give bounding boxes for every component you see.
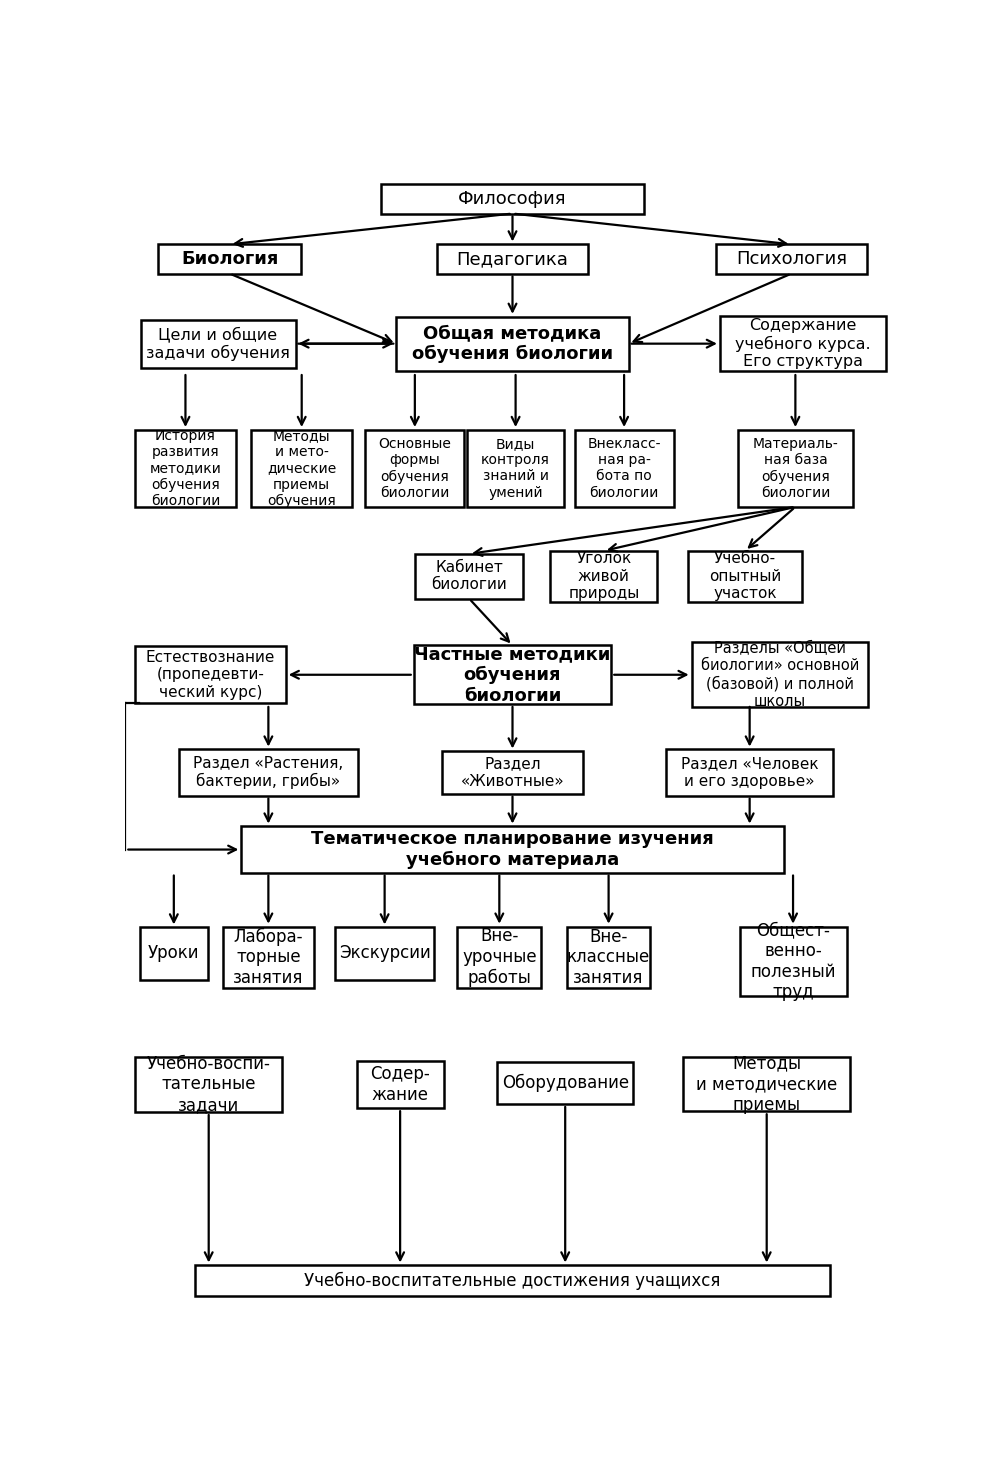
Bar (716, 245, 867, 274)
Bar (135, 429, 236, 507)
Text: Биология: Биология (181, 251, 278, 268)
Text: Уроки: Уроки (148, 945, 200, 963)
Bar (179, 750, 358, 795)
Bar (223, 926, 314, 989)
Bar (567, 926, 650, 989)
Text: Экскурсии: Экскурсии (339, 945, 430, 963)
Text: Учебно-воспитательные достижения учащихся: Учебно-воспитательные достижения учащихс… (304, 1272, 721, 1289)
Text: Цели и общие
задачи обучения: Цели и общие задачи обучения (146, 327, 290, 360)
Bar (415, 554, 523, 599)
Bar (467, 429, 564, 507)
Text: Педагогика: Педагогика (457, 251, 568, 268)
Text: Лабора-
торные
занятия: Лабора- торные занятия (233, 927, 304, 987)
Text: Содер-
жание: Содер- жание (370, 1065, 430, 1103)
Bar (497, 1062, 633, 1105)
Text: Оборудование: Оборудование (502, 1074, 629, 1091)
Bar (414, 646, 611, 705)
Text: Философия: Философия (458, 190, 567, 208)
Bar (437, 245, 588, 274)
Bar (135, 646, 286, 703)
Bar (365, 429, 464, 507)
Bar (692, 643, 868, 708)
Bar (738, 429, 853, 507)
Text: Внекласс-
ная ра-
бота по
биологии: Внекласс- ная ра- бота по биологии (587, 437, 661, 500)
Text: Естествознание
(пропедевти-
ческий курс): Естествознание (пропедевти- ческий курс) (146, 650, 275, 700)
Text: Учебно-
опытный
участок: Учебно- опытный участок (709, 551, 781, 601)
Bar (457, 926, 541, 989)
Bar (381, 185, 644, 214)
Text: История
развития
методики
обучения
биологии: История развития методики обучения биоло… (150, 429, 221, 508)
Bar (688, 551, 802, 602)
Text: Разделы «Общей
биологии» основной
(базовой) и полной
школы: Разделы «Общей биологии» основной (базов… (701, 640, 859, 709)
Text: Виды
контроля
знаний и
умений: Виды контроля знаний и умений (481, 437, 550, 500)
Bar (158, 245, 301, 274)
Text: Кабинет
биологии: Кабинет биологии (431, 560, 507, 592)
Bar (251, 429, 352, 507)
Bar (740, 926, 847, 996)
Text: Раздел «Человек
и его здоровье»: Раздел «Человек и его здоровье» (681, 756, 818, 788)
Bar (396, 316, 629, 371)
Text: Содержание
учебного курса.
Его структура: Содержание учебного курса. Его структура (735, 318, 871, 369)
Text: Тематическое планирование изучения
учебного материала: Тематическое планирование изучения учебн… (311, 831, 714, 869)
Bar (140, 927, 208, 980)
Bar (241, 826, 784, 873)
Bar (720, 316, 886, 372)
Text: Уголок
живой
природы: Уголок живой природы (568, 551, 640, 601)
Bar (550, 551, 657, 602)
Text: Раздел «Растения,
бактерии, грибы»: Раздел «Растения, бактерии, грибы» (193, 756, 344, 790)
Text: Методы
и методические
приемы: Методы и методические приемы (696, 1055, 837, 1115)
Text: Основные
формы
обучения
биологии: Основные формы обучения биологии (378, 437, 451, 500)
Bar (574, 429, 674, 507)
Text: Частные методики
обучения
биологии: Частные методики обучения биологии (414, 645, 611, 705)
Text: Раздел
«Животные»: Раздел «Животные» (461, 756, 564, 788)
Text: Материаль-
ная база
обучения
биологии: Материаль- ная база обучения биологии (753, 437, 838, 500)
Bar (683, 1058, 850, 1112)
Text: Учебно-воспи-
тательные
задачи: Учебно-воспи- тательные задачи (147, 1055, 271, 1115)
Text: Методы
и мето-
дические
приемы
обучения: Методы и мето- дические приемы обучения (267, 429, 336, 508)
Bar (666, 750, 833, 795)
Text: Вне-
урочные
работы: Вне- урочные работы (462, 927, 537, 987)
Text: Общест-
венно-
полезный
труд: Общест- венно- полезный труд (750, 921, 836, 1002)
Text: Вне-
классные
занятия: Вне- классные занятия (567, 927, 650, 987)
Bar (442, 752, 583, 794)
Bar (195, 1266, 830, 1297)
Bar (335, 927, 434, 980)
Bar (135, 1056, 282, 1112)
Bar (140, 319, 296, 368)
Bar (357, 1061, 444, 1108)
Text: Общая методика
обучения биологии: Общая методика обучения биологии (412, 324, 613, 363)
Text: Психология: Психология (736, 251, 847, 268)
